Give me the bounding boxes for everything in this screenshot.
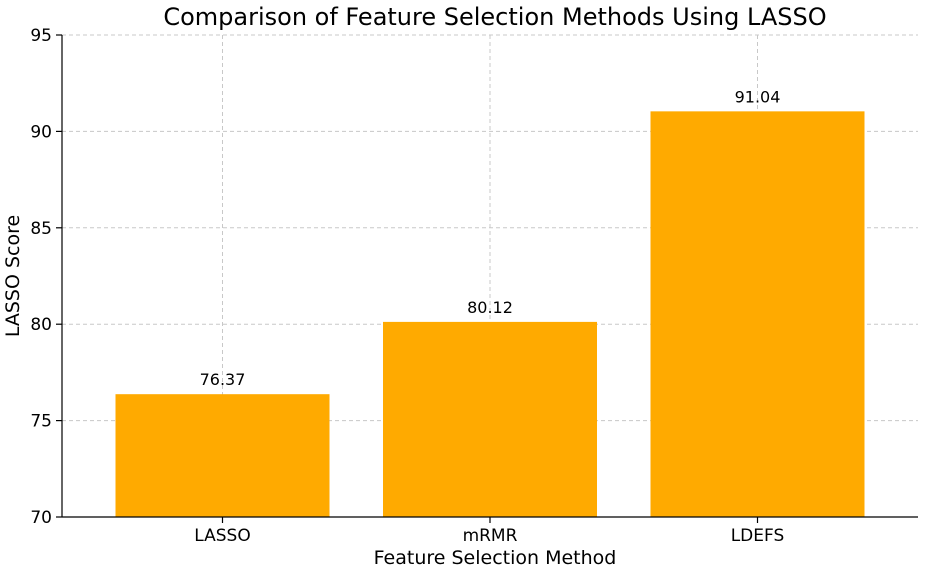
y-axis-label: LASSO Score	[2, 215, 24, 337]
x-axis-label: Feature Selection Method	[374, 547, 617, 569]
y-tick-label: 95	[30, 26, 52, 46]
bar-mrmr	[383, 321, 597, 517]
x-tick-label-ldefs: LDEFS	[731, 526, 785, 546]
data-label-lasso: 76.37	[200, 370, 246, 389]
x-tick-label-lasso: LASSO	[194, 526, 250, 546]
bars	[115, 111, 865, 517]
bar-lasso	[115, 394, 330, 517]
chart-title: Comparison of Feature Selection Methods …	[163, 3, 826, 31]
axes: 70 75 80 85 90 95 LASSO mRMR LDEFS	[30, 26, 918, 546]
bar-ldefs	[650, 111, 865, 517]
y-tick-label: 80	[30, 315, 52, 335]
y-tick-label: 70	[30, 508, 52, 528]
data-label-mrmr: 80.12	[467, 298, 513, 317]
data-labels: 76.37 80.12 91.04	[200, 87, 781, 389]
data-label-ldefs: 91.04	[735, 87, 781, 106]
y-tick-label: 90	[30, 122, 52, 142]
y-tick-label: 85	[30, 219, 52, 239]
y-tick-label: 75	[30, 412, 52, 432]
x-tick-label-mrmr: mRMR	[463, 526, 518, 546]
